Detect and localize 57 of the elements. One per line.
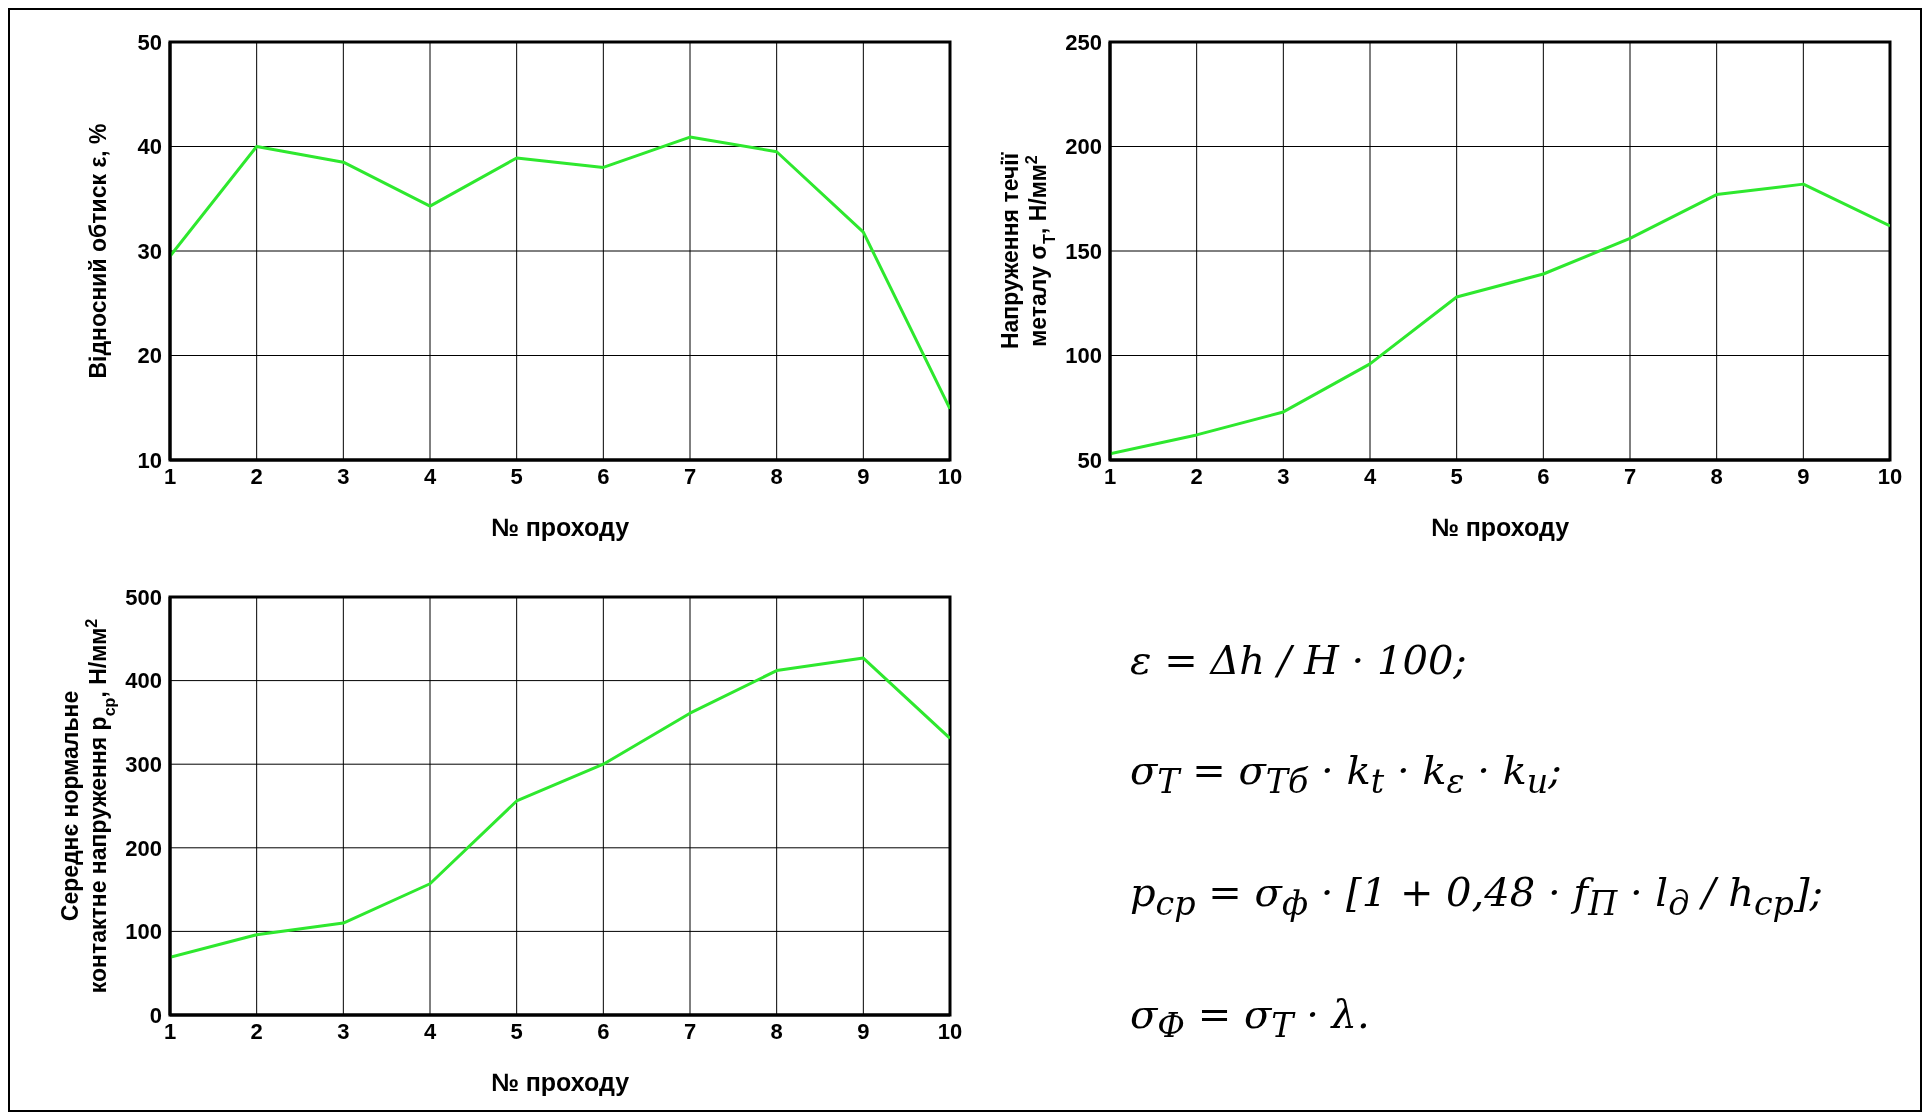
y-tick-label: 200 xyxy=(1065,134,1102,160)
x-tick-label: 7 xyxy=(683,463,697,489)
x-axis-title: № проходу xyxy=(490,513,630,541)
x-axis-title: № проходу xyxy=(490,1068,630,1096)
y-tick-label: 0 xyxy=(149,1002,162,1028)
x-tick-label: 1 xyxy=(163,463,177,489)
line-series xyxy=(170,135,950,411)
x-tick-label: 2 xyxy=(1190,463,1203,489)
x-tick-label: 2 xyxy=(250,463,263,489)
y-tick-label: 100 xyxy=(1065,343,1102,369)
y-tick-label: 40 xyxy=(137,134,162,160)
x-tick-label: 6 xyxy=(597,1018,610,1044)
x-tick-label: 1 xyxy=(163,1018,177,1044)
text: ε = Δh / H · 100; xyxy=(1130,637,1467,683)
x-tick-label: 5 xyxy=(510,463,523,489)
line-series xyxy=(170,656,950,959)
y-tick-label: 150 xyxy=(1065,238,1102,264)
x-tick-label: 2 xyxy=(250,1018,263,1044)
x-tick-label: 1 xyxy=(1103,463,1117,489)
y-tick-label: 30 xyxy=(137,238,162,264)
x-tick-label: 5 xyxy=(510,1018,523,1044)
x-axis-title: № проходу xyxy=(1430,513,1570,541)
text: σ$_{Ф}$ = σ$_{T}$ · λ. xyxy=(1130,991,1370,1045)
line-series xyxy=(1110,182,1890,456)
x-tick-label: 6 xyxy=(1537,463,1550,489)
y-tick-label: 100 xyxy=(125,919,162,945)
x-tick-label: 10 xyxy=(937,1018,963,1044)
x-tick-label: 4 xyxy=(423,463,437,489)
x-tick-label: 8 xyxy=(770,463,783,489)
y-tick-label: 500 xyxy=(125,584,162,610)
x-tick-label: 4 xyxy=(1363,463,1377,489)
x-tick-label: 4 xyxy=(423,1018,437,1044)
y-tick-label: 20 xyxy=(137,343,162,369)
y-tick-label: 250 xyxy=(1065,29,1102,55)
x-tick-label: 3 xyxy=(337,1018,350,1044)
y-tick-label: 50 xyxy=(1077,447,1102,473)
text: p$_{cp}$ = σ$_{ф}$ · [1 + 0,48 · f$_{П}$ · l$_{д}$ / h$_{cp}$]; xyxy=(1130,869,1824,923)
x-tick-label: 8 xyxy=(770,1018,783,1044)
x-tick-label: 9 xyxy=(857,463,870,489)
y-axis-title: Відносний обтиск ε, % xyxy=(85,123,111,379)
y-tick-label: 50 xyxy=(137,29,162,55)
y-tick-label: 10 xyxy=(137,447,162,473)
y-tick-label: 300 xyxy=(125,752,162,778)
y-tick-label: 200 xyxy=(125,835,162,861)
x-tick-label: 6 xyxy=(597,463,610,489)
x-tick-label: 3 xyxy=(1277,463,1290,489)
x-tick-label: 7 xyxy=(1623,463,1637,489)
x-tick-label: 5 xyxy=(1450,463,1463,489)
x-tick-label: 9 xyxy=(857,1018,870,1044)
x-tick-label: 9 xyxy=(1797,463,1810,489)
y-tick-label: 400 xyxy=(125,668,162,694)
x-tick-label: 7 xyxy=(683,1018,697,1044)
x-tick-label: 3 xyxy=(337,463,350,489)
x-tick-label: 10 xyxy=(1877,463,1903,489)
x-tick-label: 10 xyxy=(937,463,963,489)
x-tick-label: 8 xyxy=(1710,463,1723,489)
text: σ$_{T}$ = σ$_{Tб}$ · k$_{t}$ · k$_{ε}$ · k$_{u}$; xyxy=(1130,747,1562,801)
